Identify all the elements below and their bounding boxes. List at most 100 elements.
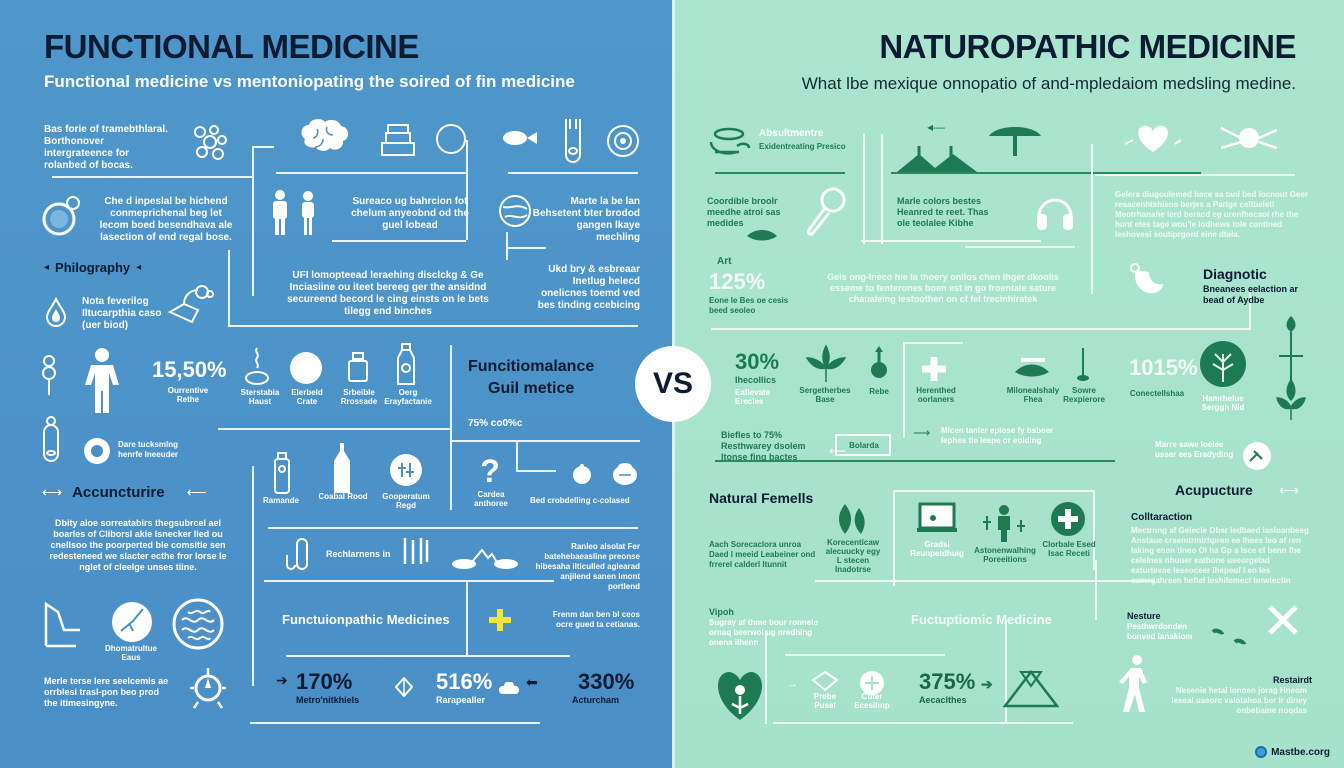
acupuncture-label: Absultmentre (759, 128, 824, 139)
intro-text: Bas forie of tramebthlaral. Borthonover … (44, 124, 168, 171)
connector-line (1091, 144, 1093, 294)
connector-line (1095, 560, 1097, 620)
connector-line (715, 172, 845, 174)
left-title: FUNCTIONAL MEDICINE (44, 28, 419, 65)
side-stat-description: Ukd bry & esbreaar Inetlug helecd onelic… (537, 264, 640, 311)
connector-line (466, 140, 468, 240)
diagnostic-heading: Diagnotic (1203, 266, 1267, 282)
plus-circle-icon (859, 670, 885, 696)
people-icon (266, 188, 326, 238)
row-icon-label: Sterstabia Haust (240, 388, 280, 406)
fuctuopathic-heading: Fuctuptiomic Medicine (911, 612, 1052, 627)
bowl-icon (707, 126, 751, 160)
arrow-right-icon: ➔ (981, 676, 993, 692)
vs-badge: VS (635, 346, 711, 422)
restrainte-heading: Restairdt (1273, 675, 1313, 685)
diagram-label: Dhomatrultue Eaus (105, 644, 157, 662)
center-description: UFI lomopteead leraehing disclckg & Ge I… (287, 270, 489, 317)
cell-description: Che d inpeslal be hichend conmeprichenal… (99, 196, 233, 243)
spray-bottle-icon (272, 450, 292, 496)
cannabis-leaf-icon (805, 344, 847, 384)
logo-icon (1255, 746, 1268, 758)
philosophy-heading: Philography (55, 260, 131, 275)
bottom-paragraph: Merle terse lere seelcemis ae orrblesi t… (44, 676, 169, 708)
arrow-right-icon: ➔ (276, 672, 288, 688)
connector-line (863, 134, 865, 244)
triangle-icon (1003, 670, 1059, 708)
nature-paragraph: Pesthwrdonden bonved lanakiom (1127, 622, 1193, 641)
connector-line (893, 490, 895, 586)
right-subtitle: What lbe mexique onnopatio of and-mpleda… (801, 74, 1296, 93)
stat2-label: Ihecollics (735, 375, 777, 385)
moon-icon (288, 350, 324, 386)
cells-icon (188, 120, 232, 164)
arrow-right-icon: → (787, 678, 798, 690)
row-icon-label: Oerg Erayfactanie (384, 388, 432, 406)
droplet-icon (42, 296, 70, 328)
person-label: Astonenwalhing Poreeitions (974, 546, 1036, 564)
research-paragraph: Ranleo alsolat Fer batehebaeasline preon… (535, 542, 640, 591)
bottom-stat-value: 516% (436, 669, 493, 694)
row-icon-label: Sergetherbes Base (799, 386, 851, 404)
bottom-stat-value: 170% (296, 669, 353, 694)
laptop-label: Gradsl Reunpetdhuig (910, 540, 964, 558)
question-label: Cardea anthoree (474, 490, 508, 508)
question-icon: ? (480, 453, 500, 489)
left-subtitle: Functional medicine vs mentoniopating th… (44, 72, 575, 91)
row-icon-label: Srbeible Rrossade (340, 388, 378, 406)
collaboration-heading: Colltaraction (1131, 512, 1193, 523)
mark-paragraph: Marre sawe loelee usser ees Eradyding (1155, 440, 1234, 459)
person-plants-icon (981, 504, 1027, 544)
leaf-label: Korecenticaw alecuucky egy L stecen Inad… (825, 538, 881, 574)
connector-line (1093, 490, 1095, 570)
connector-line (516, 440, 518, 470)
connector-line (252, 146, 254, 182)
connector-line (286, 655, 570, 657)
person-icon (82, 346, 122, 416)
collaboration-paragraph: Mectrnng af Gelecle Obsr ledbaed lasloan… (1131, 526, 1309, 585)
cotton-swab-icon (1075, 346, 1091, 382)
fish-plate-icon (1011, 352, 1053, 382)
connector-line (881, 134, 883, 244)
stat-label: Ourrentive Rethe (167, 386, 209, 404)
stat3-label: Conectellshaa (1129, 389, 1185, 398)
acupuncture-heading: Accuncturire (72, 484, 165, 501)
leaf-circle-icon (1241, 440, 1273, 472)
connector-line (903, 342, 905, 438)
brand-logo: Mastbe.corg (1255, 746, 1330, 758)
connector-line (785, 654, 945, 656)
connector-line (228, 325, 638, 327)
flame-leaf-icon (835, 502, 871, 536)
center-paragraph: Geis ong-lneco hie la thoery onlios chen… (827, 272, 1059, 304)
connector-line (252, 176, 254, 296)
capsule-description: Dare tucksmlng henrfe Ineeuder (118, 440, 179, 459)
jar-icon (346, 350, 370, 384)
heart-icon-label: Cuter Ecesihnp (854, 692, 890, 710)
pill-hook-icon (282, 536, 312, 572)
double-arrow-icon: ⟷ (1279, 482, 1300, 498)
right-title: NATUROPATHIC MEDICINE (879, 28, 1296, 65)
acupuncture-heading: Acupucture (1175, 482, 1253, 498)
chart-line-icon (44, 600, 88, 648)
connector-line (903, 342, 963, 344)
birds-icon (1211, 620, 1251, 650)
nature-heading: Nesture (1127, 611, 1161, 621)
plus-icon (486, 606, 514, 634)
walking-person-icon (1115, 654, 1155, 714)
center-stat: 75% co0%c (468, 418, 523, 429)
mach-paragraph: Micen tanler eplose fy bsbeer lephes tie… (941, 426, 1054, 445)
stat4-value: 375% (919, 669, 976, 694)
connector-line (1005, 620, 1007, 722)
row-icon-label: Rebe (869, 387, 889, 396)
functional-medicine-panel: FUNCTIONAL MEDICINE Functional medicine … (0, 0, 672, 768)
vipoh-paragraph: Sugray af thme bour ronnele ornaq beerwo… (709, 618, 818, 647)
diamond-icon (394, 676, 414, 698)
umbrella-tree-icon (987, 118, 1043, 158)
research-label: Rechlarnens in (326, 549, 391, 559)
stat-description: Eone le Bes oe cesis beed seoleo (709, 296, 789, 315)
connector-line (450, 345, 452, 510)
bridge-text: Biefles to 75% Resthwarey dsolem Itonse … (721, 430, 806, 462)
steaming-bowl-icon (244, 346, 270, 386)
bottom-stat-label: Metro'nitkhiels (296, 695, 360, 705)
functuionpathic-heading: Functuionpathic Medicines (282, 612, 450, 627)
